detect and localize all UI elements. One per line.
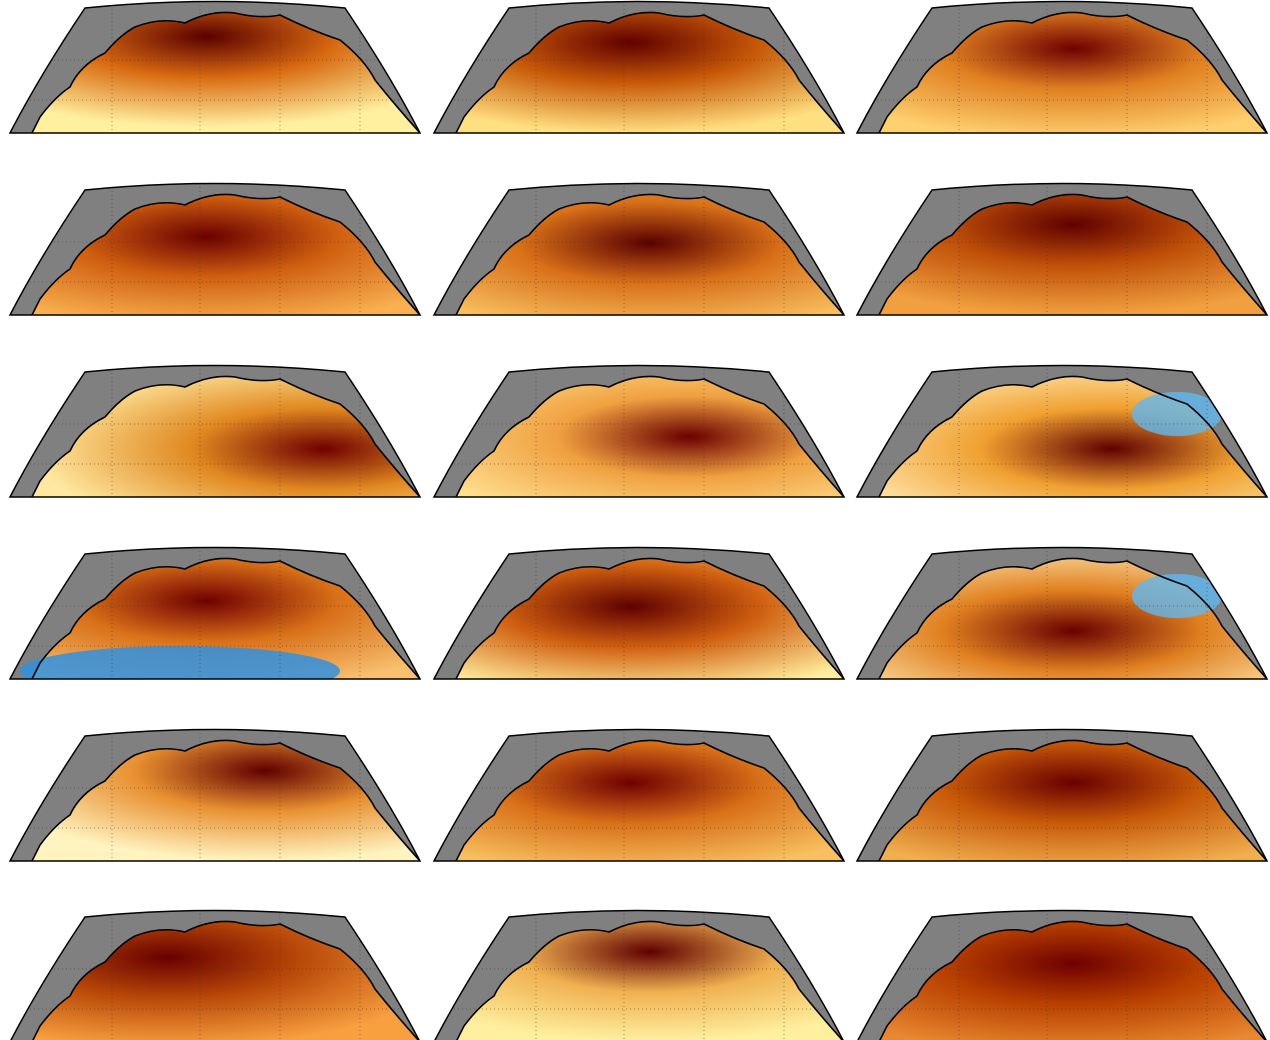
map-panel	[857, 2, 1267, 134]
map-panel	[434, 2, 844, 134]
page: (() => { JSON.parse(document.getElementB…	[0, 0, 1270, 1040]
map-panel	[434, 730, 844, 862]
map-panel	[434, 911, 844, 1040]
map-panel	[10, 366, 420, 498]
map-panel	[857, 366, 1267, 498]
map-panel	[434, 366, 844, 498]
map-panel	[10, 911, 420, 1040]
negative-anomaly	[1132, 392, 1222, 436]
map-panel	[434, 184, 844, 316]
map-grid	[0, 0, 1270, 1040]
map-panel	[10, 548, 420, 697]
map-panel	[10, 730, 420, 862]
map-panel	[857, 184, 1267, 316]
map-panel	[857, 911, 1267, 1040]
map-panel	[10, 2, 420, 134]
negative-anomaly	[1132, 574, 1222, 618]
map-panel	[10, 184, 420, 316]
map-panel	[434, 548, 844, 680]
negative-anomaly	[20, 646, 340, 696]
map-panel	[857, 548, 1267, 680]
map-panel	[857, 730, 1267, 862]
